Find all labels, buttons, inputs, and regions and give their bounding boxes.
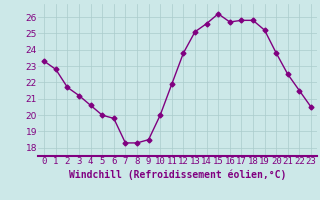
X-axis label: Windchill (Refroidissement éolien,°C): Windchill (Refroidissement éolien,°C)	[69, 169, 286, 180]
